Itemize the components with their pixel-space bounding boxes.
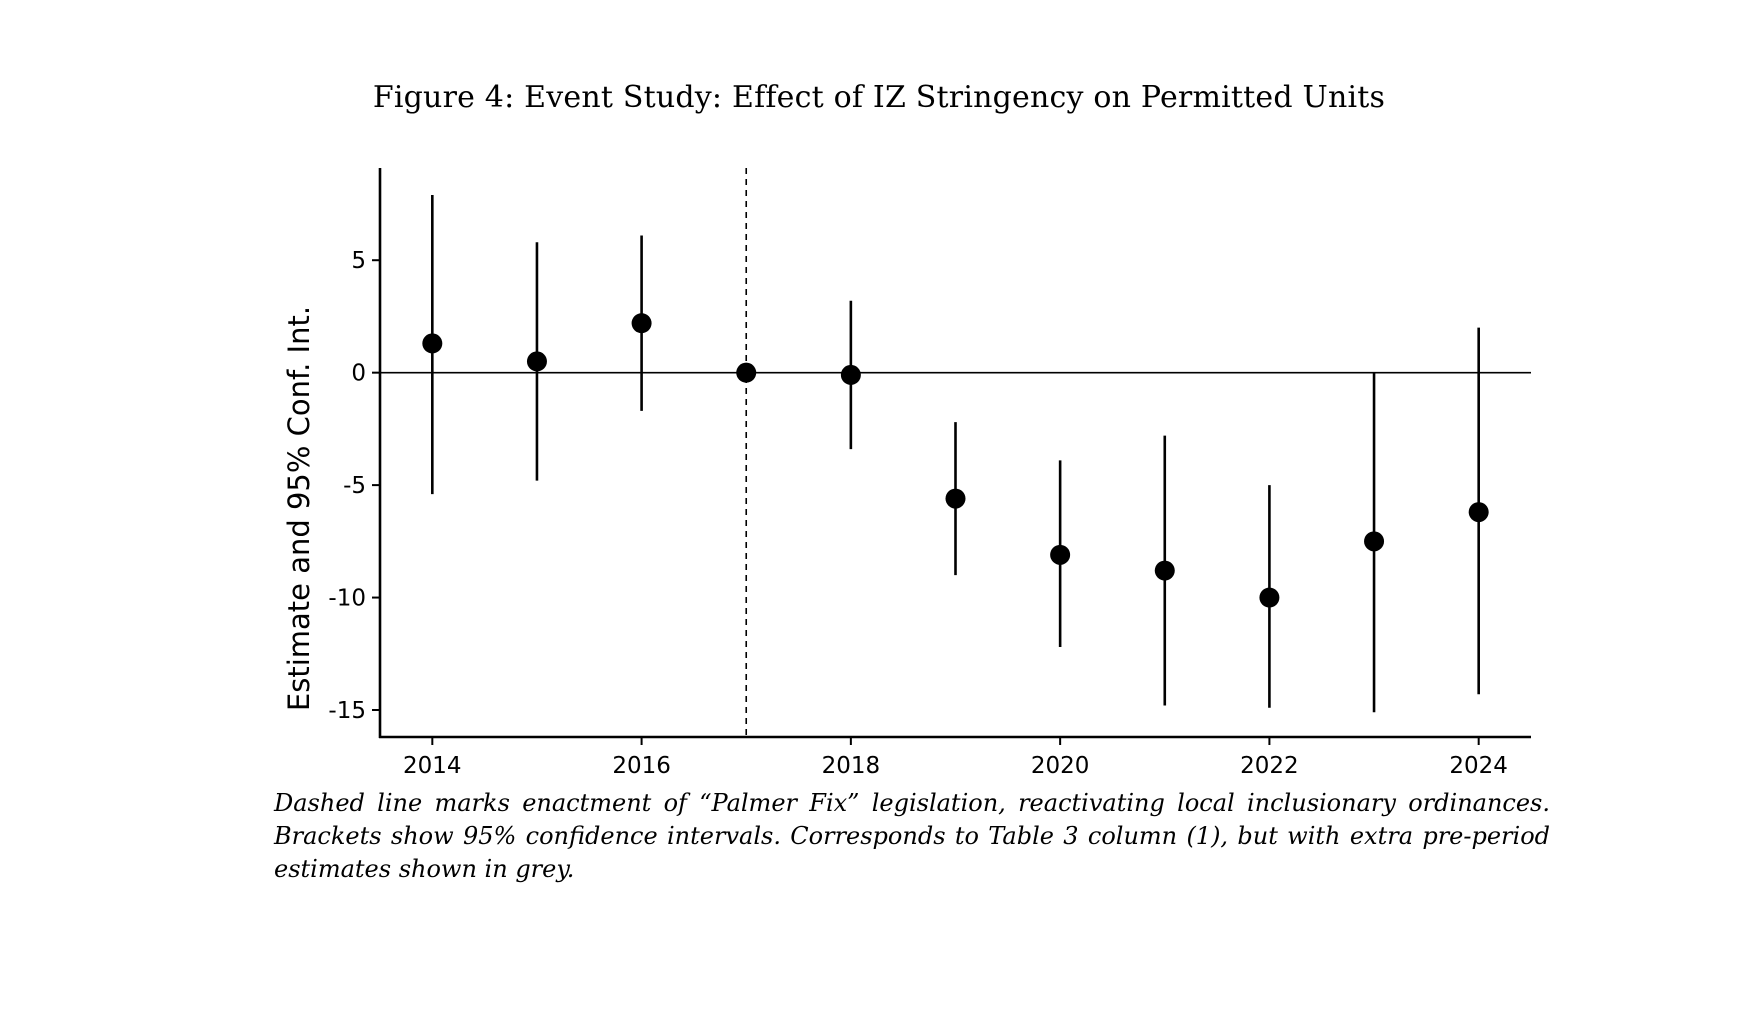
y-tick-label: -10 bbox=[328, 586, 366, 612]
y-tick-label: 0 bbox=[351, 361, 366, 387]
point-estimate bbox=[1154, 560, 1175, 581]
y-tick-label: -5 bbox=[343, 473, 366, 499]
point-estimate bbox=[526, 351, 547, 372]
y-tick-label: -15 bbox=[328, 698, 366, 724]
x-tick-label: 2014 bbox=[403, 753, 462, 779]
x-tick-label: 2020 bbox=[1031, 753, 1090, 779]
point-estimate bbox=[1050, 544, 1071, 565]
point-estimate bbox=[1259, 587, 1280, 608]
reference-lines bbox=[380, 168, 1531, 737]
y-tick-label: 5 bbox=[351, 248, 366, 274]
y-axis-label: Estimate and 95% Conf. Int. bbox=[282, 306, 316, 711]
axes bbox=[378, 168, 1531, 739]
y-axis-ticks: 5 0 -5 -10 -15 bbox=[328, 248, 380, 724]
x-tick-label: 2024 bbox=[1449, 753, 1508, 779]
point-estimate bbox=[422, 333, 443, 354]
confidence-intervals bbox=[431, 194, 1480, 713]
x-axis-ticks: 2014 2016 2018 2020 2022 2024 bbox=[403, 737, 1508, 779]
point-estimate bbox=[840, 364, 861, 385]
x-tick-label: 2022 bbox=[1240, 753, 1299, 779]
x-tick-label: 2018 bbox=[822, 753, 881, 779]
figure-caption: Dashed line marks enactment of “Palmer F… bbox=[274, 789, 1550, 883]
x-tick-label: 2016 bbox=[612, 753, 671, 779]
point-estimate bbox=[945, 488, 966, 509]
point-estimate bbox=[631, 313, 652, 334]
point-estimate bbox=[1468, 502, 1489, 523]
point-estimate bbox=[736, 362, 757, 383]
point-estimates bbox=[422, 313, 1489, 608]
figure-title: Figure 4: Event Study: Effect of IZ Stri… bbox=[372, 80, 1386, 115]
point-estimate bbox=[1364, 531, 1385, 552]
